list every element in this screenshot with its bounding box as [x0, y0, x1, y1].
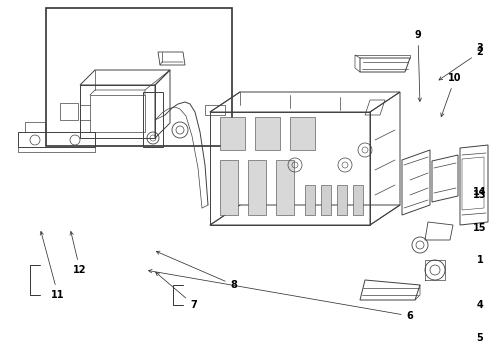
Text: 14: 14 — [473, 187, 487, 197]
Polygon shape — [353, 185, 363, 215]
Text: 3: 3 — [477, 43, 483, 53]
Text: 4: 4 — [477, 300, 483, 310]
Text: 12: 12 — [70, 231, 87, 275]
Bar — [46, 8, 232, 146]
Text: 6: 6 — [148, 270, 414, 321]
Text: 7: 7 — [156, 273, 197, 310]
Polygon shape — [290, 117, 315, 150]
Polygon shape — [337, 185, 347, 215]
Polygon shape — [321, 185, 331, 215]
Text: 8: 8 — [156, 251, 238, 290]
Text: 5: 5 — [477, 333, 483, 343]
Text: 11: 11 — [40, 231, 65, 300]
Polygon shape — [276, 160, 294, 215]
Text: 15: 15 — [473, 223, 487, 233]
Text: 13: 13 — [473, 190, 487, 200]
Polygon shape — [305, 185, 315, 215]
Polygon shape — [220, 117, 245, 150]
Text: 1: 1 — [477, 255, 483, 265]
Text: 9: 9 — [415, 30, 421, 102]
Polygon shape — [220, 160, 238, 215]
Polygon shape — [248, 160, 266, 215]
Text: 2: 2 — [439, 47, 483, 80]
Text: 10: 10 — [441, 73, 462, 117]
Polygon shape — [255, 117, 280, 150]
